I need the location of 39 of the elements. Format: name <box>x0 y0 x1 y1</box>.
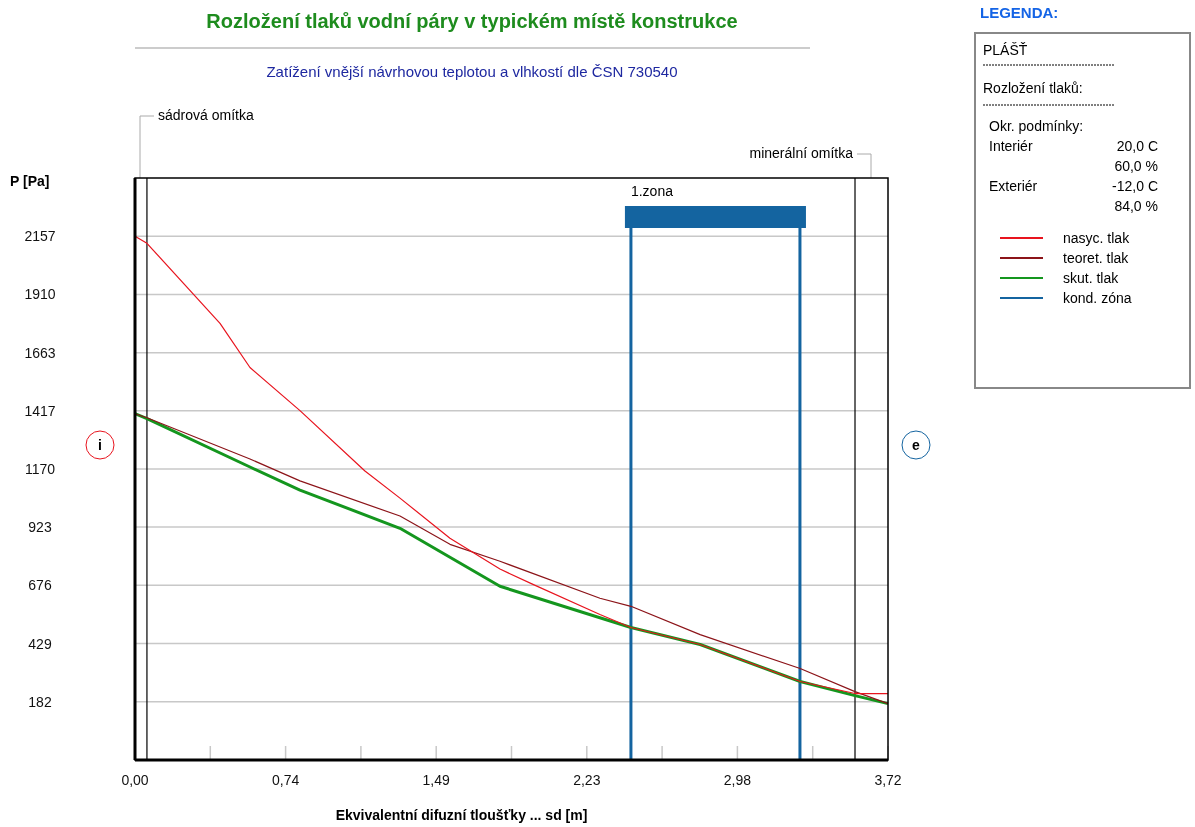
text: e <box>912 437 921 453</box>
x-tick-label: 1,49 <box>422 772 451 788</box>
y-tick-label: 923 <box>28 519 52 536</box>
x-axis-title: Ekvivalentní difuzní tloušťky ... sd [m] <box>335 807 588 823</box>
y-tick-label: 2157 <box>24 228 56 245</box>
y-tick-label: 1170 <box>24 460 56 477</box>
y-axis-title: P [Pa] <box>10 173 50 189</box>
ref-line-label: 1.zona <box>630 183 674 199</box>
text: minerální omítka <box>749 145 854 161</box>
x-tick-label: 2,23 <box>573 772 601 788</box>
x-tick-label: 3,72 <box>874 772 902 788</box>
text: Rozložení tlaků: <box>983 80 1083 96</box>
chart-title: Rozložení tlaků vodní páry v typickém místě konstrukce <box>206 10 738 32</box>
text: -12,0 C <box>1112 178 1158 194</box>
text: Okr. podmínky: <box>989 118 1084 134</box>
y-tick-label: 1417 <box>24 402 56 419</box>
text: PLÁŠŤ <box>983 42 1028 58</box>
y-tick-label: 182 <box>28 693 52 710</box>
chart-subtitle: Zatížení vnější návrhovou teplotou a vlhkostí dle ČSN 730540 <box>266 63 678 80</box>
legend-label: skut. tlak <box>1063 270 1120 286</box>
text: kond. zóna <box>1063 290 1132 306</box>
legend-title: LEGENDA: <box>980 4 1059 21</box>
line-series <box>134 235 889 695</box>
y-tick-label: 676 <box>28 577 52 594</box>
text: i <box>98 437 102 453</box>
x-tick-label: 0,00 <box>121 772 149 788</box>
x-tick-label: 2,98 <box>723 772 752 788</box>
y-tick-label: 1910 <box>24 286 56 303</box>
legend-label: teoret. tlak <box>1063 250 1130 266</box>
text: 84,0 % <box>1114 198 1158 214</box>
text: Exteriér <box>989 178 1038 194</box>
y-tick-label: 429 <box>28 635 52 652</box>
y-tick-label: 1663 <box>24 344 56 361</box>
legend-label: nasyc. tlak <box>1063 230 1131 246</box>
text: Interiér <box>989 138 1033 154</box>
text: 20,0 C <box>1116 138 1158 154</box>
x-tick-label: 0,74 <box>271 772 300 788</box>
text: sádrová omítka <box>158 107 254 123</box>
text: 60,0 % <box>1114 158 1158 174</box>
